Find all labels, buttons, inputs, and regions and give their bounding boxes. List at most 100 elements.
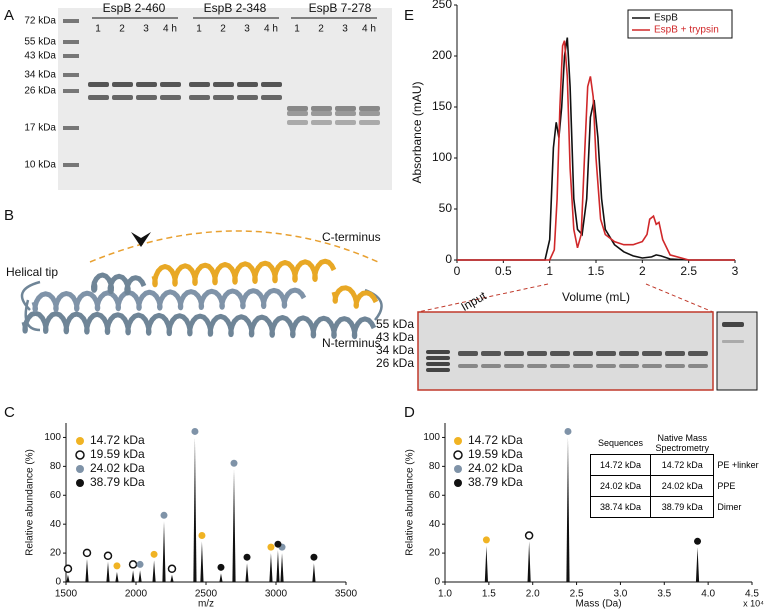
structure-label: N-terminus	[322, 336, 381, 350]
lane-label: 1	[294, 24, 300, 35]
gel-band	[504, 364, 524, 368]
zoom-guide	[417, 283, 714, 313]
y-tick-label: 100	[432, 150, 452, 164]
x-tick-label: 0.5	[495, 264, 512, 278]
lane-label: 3	[244, 24, 250, 35]
table-cell: PE +linker	[717, 460, 759, 470]
x-tick-label: 2	[639, 264, 646, 278]
peak-marker	[694, 537, 702, 545]
gel-band	[426, 356, 450, 360]
peak-marker	[113, 562, 121, 570]
y-tick-label: 0	[445, 252, 452, 266]
table-header: Sequences	[598, 438, 644, 448]
legend-box	[627, 9, 733, 39]
gel-band	[136, 95, 157, 100]
y-tick-label: 80	[50, 461, 62, 472]
panel-label: A	[4, 7, 14, 24]
y-tick-label: 250	[432, 0, 452, 11]
legend-marker	[76, 437, 84, 445]
table-cell: 14.72 kDa	[650, 454, 715, 476]
y-tick-label: 20	[50, 548, 62, 559]
gel-band	[287, 106, 308, 111]
x-tick-label: 1.0	[438, 589, 452, 600]
table-header: Native Mass Spectrometry	[655, 433, 709, 453]
ladder-band	[63, 19, 79, 23]
gel-band	[619, 364, 639, 368]
gel-band	[160, 82, 181, 87]
gel-band	[359, 120, 380, 125]
gel-band	[287, 111, 308, 116]
lane-group-label: EspB 2-460	[103, 1, 166, 15]
x-tick-label: 2.0	[526, 589, 540, 600]
y-tick-label: 60	[50, 490, 62, 501]
gel-band	[426, 368, 450, 372]
peak-marker	[150, 550, 158, 558]
table-cell: 24.02 kDa	[589, 475, 652, 497]
gel-band	[359, 106, 380, 111]
gel-band	[481, 364, 501, 368]
legend-label: 14.72 kDa	[90, 433, 145, 447]
gel-band	[311, 106, 332, 111]
table-cell: PPE	[717, 481, 736, 491]
legend-label: 24.02 kDa	[90, 461, 145, 475]
legend-label: 14.72 kDa	[468, 433, 523, 447]
ladder-band	[63, 40, 79, 44]
panel-label: D	[404, 404, 415, 421]
gel-band	[458, 364, 478, 368]
marker-label: 26 kDa	[24, 86, 56, 97]
y-tick-label: 40	[50, 519, 62, 530]
peak-marker	[128, 560, 138, 569]
y-axis-label: Relative abundance (%)	[405, 449, 416, 556]
table-cell: Dimer	[717, 502, 742, 512]
gel-band	[527, 351, 547, 356]
lane-label: 4 h	[362, 24, 376, 35]
x-tick-label: 3.0	[613, 589, 627, 600]
peak-marker	[230, 459, 238, 467]
y-tick-label: 150	[432, 99, 452, 113]
ladder-band	[63, 73, 79, 77]
marker-label: 34 kDa	[24, 70, 56, 81]
x-tick-label: 3	[732, 264, 739, 278]
peak	[484, 545, 489, 582]
gel-band	[136, 82, 157, 87]
marker-label: 34 kDa	[376, 343, 414, 357]
ladder-band	[63, 163, 79, 167]
gel-band	[722, 322, 744, 327]
x-tick-label: 1.5	[482, 589, 496, 600]
legend-label: EspB + trypsin	[654, 25, 719, 36]
panel-label: C	[4, 404, 15, 421]
marker-label: 26 kDa	[376, 356, 414, 370]
marker-label: 43 kDa	[376, 330, 414, 344]
legend-marker	[454, 437, 462, 445]
peak	[527, 541, 531, 582]
lane-group-label: EspB 2-348	[204, 1, 267, 15]
gel-band	[261, 82, 282, 87]
peak	[170, 574, 174, 582]
gel-band	[426, 362, 450, 366]
x-tick-label: 2000	[125, 589, 148, 600]
peak	[269, 553, 273, 582]
gel-band	[481, 351, 501, 356]
y-tick-label: 80	[429, 461, 441, 472]
peak	[245, 563, 249, 582]
gel-band	[619, 351, 639, 356]
gel-band	[189, 95, 210, 100]
legend-label: 19.59 kDa	[90, 447, 145, 461]
peak	[131, 570, 135, 582]
y-tick-label: 100	[44, 432, 61, 443]
x-tick-label: 0	[454, 264, 461, 278]
gel-band	[335, 106, 356, 111]
gel-band	[642, 351, 662, 356]
dashed-arc	[89, 230, 379, 263]
gel-band	[335, 120, 356, 125]
x-axis-label: Volume (mL)	[562, 290, 630, 304]
peak	[193, 437, 197, 582]
gel-band	[287, 120, 308, 125]
y-tick-label: 200	[432, 48, 452, 62]
peak-marker	[310, 553, 318, 561]
peak	[280, 553, 284, 582]
peak	[219, 573, 223, 582]
helix	[151, 258, 337, 288]
gel-band	[504, 351, 524, 356]
peak-marker	[267, 543, 275, 551]
